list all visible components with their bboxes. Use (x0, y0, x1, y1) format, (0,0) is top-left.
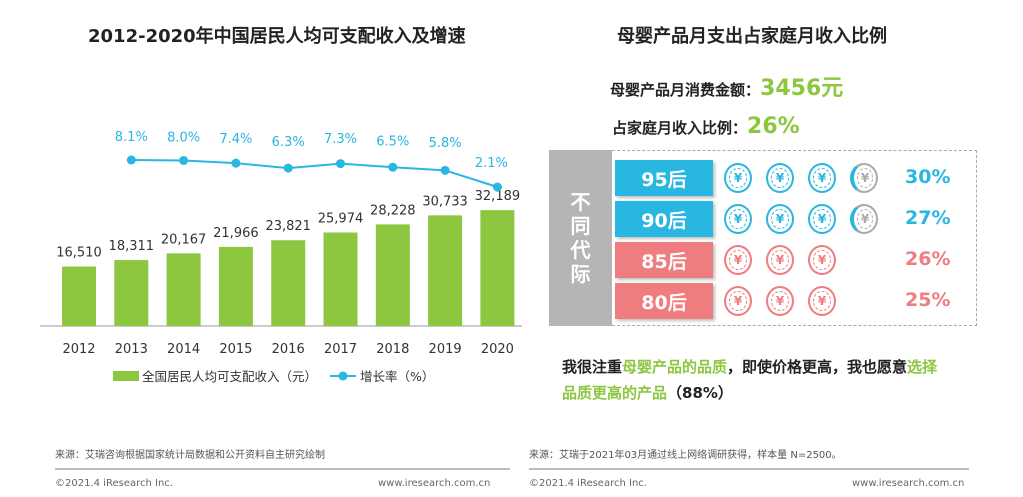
x-tick-label: 2014 (167, 342, 200, 357)
legend-line-label: 增长率（%） (360, 369, 434, 384)
growth-point (231, 158, 241, 168)
x-tick-label: 2012 (62, 342, 95, 357)
bar (323, 232, 358, 326)
ratio-value: 26% (747, 114, 800, 139)
left-divider (55, 468, 510, 470)
coin-icon: ¥ (808, 286, 836, 316)
bar (114, 260, 149, 326)
bar-label: 21,966 (213, 226, 259, 241)
note-text: ，即使价格更高，我也愿意 (727, 358, 908, 376)
legend-bar-label: 全国居民人均可支配收入（元） (142, 369, 317, 384)
spend-value: 3456元 (760, 76, 844, 101)
bar-label: 30,733 (422, 194, 468, 209)
growth-label: 2.1% (475, 156, 508, 171)
spend-label: 母婴产品月消费金额： (610, 81, 761, 99)
coin-icon: ¥ (850, 163, 878, 193)
note-highlight: 品质更高的产品 (562, 384, 668, 402)
note-highlight: 母婴产品的品质 (622, 358, 728, 376)
bar (480, 210, 515, 326)
ratio-label: 占家庭月收入比例： (612, 119, 748, 137)
growth-label: 7.4% (219, 132, 252, 147)
coin-icon: ¥ (850, 204, 878, 234)
bar-label: 16,510 (56, 246, 102, 261)
bar (375, 224, 410, 326)
growth-label: 8.0% (167, 130, 200, 145)
growth-label: 6.5% (376, 134, 409, 149)
income-chart: 16,510 2012 18,311 2013 20,167 2014 21,966 2015… (40, 130, 522, 384)
growth-label: 7.3% (324, 132, 357, 147)
coin-icon: ¥ (766, 163, 794, 193)
note-highlight: 选择 (907, 358, 938, 376)
coin-icon: ¥ (766, 245, 794, 275)
right-divider (529, 468, 969, 470)
coin-icon: ¥ (724, 245, 752, 275)
generation-percent: 25% (905, 289, 951, 311)
left-copyright: ©2021.4 iResearch Inc. (55, 478, 173, 489)
x-tick-label: 2017 (324, 342, 357, 357)
growth-point (492, 182, 502, 192)
generation-percent: 27% (905, 207, 951, 229)
growth-point (179, 155, 189, 165)
x-tick-label: 2015 (219, 342, 252, 357)
generation-box (612, 150, 977, 326)
note-percent: （88%） (667, 384, 733, 402)
generation-tag: 85后 (615, 242, 713, 278)
coin-icon: ¥ (808, 204, 836, 234)
legend-bar-swatch (113, 371, 139, 381)
ratio-line: 占家庭月收入比例： 26% (612, 114, 800, 139)
coin-icon: ¥ (808, 245, 836, 275)
bar-label: 20,167 (161, 232, 207, 247)
bar-label: 28,228 (370, 203, 416, 218)
bar-label: 23,821 (265, 219, 311, 234)
generation-panel: 不同代际 (549, 150, 612, 326)
growth-point (336, 159, 345, 169)
growth-point (283, 163, 293, 173)
bar (428, 215, 463, 326)
quality-note: 我很注重母婴产品的品质，即使价格更高，我也愿意选择品质更高的产品（88%） (562, 354, 982, 406)
right-website[interactable]: www.iresearch.com.cn (852, 478, 965, 489)
growth-line (131, 159, 498, 188)
growth-label: 6.3% (272, 135, 305, 150)
legend-line-marker (338, 371, 348, 381)
note-text: 我很注重 (562, 358, 623, 376)
generation-percent: 30% (905, 166, 951, 188)
x-tick-label: 2013 (115, 342, 148, 357)
bar-label: 32,189 (475, 189, 521, 204)
coin-icon: ¥ (808, 163, 836, 193)
generation-label: 不同代际 (570, 190, 591, 286)
coin-icon: ¥ (724, 286, 752, 316)
right-copyright: ©2021.4 iResearch Inc. (529, 478, 647, 489)
bar (166, 253, 201, 326)
bar (218, 246, 253, 326)
x-tick-label: 2019 (429, 342, 462, 357)
generation-percent: 26% (905, 248, 951, 270)
x-tick-label: 2016 (272, 342, 305, 357)
bar (62, 266, 96, 326)
right-source: 来源：艾瑞于2021年03月通过线上网络调研获得，样本量 N=2500。 (529, 450, 842, 461)
x-tick-label: 2020 (481, 342, 514, 357)
growth-point (440, 165, 450, 175)
left-chart-title: 2012-2020年中国居民人均可支配收入及增速 (88, 26, 466, 47)
coin-icon: ¥ (724, 163, 752, 193)
growth-point (126, 155, 136, 165)
bar-label: 18,311 (109, 239, 155, 254)
left-source: 来源：艾瑞咨询根据国家统计局数据和公开资料自主研究绘制 (55, 450, 325, 461)
coin-icon: ¥ (766, 204, 794, 234)
coin-icon: ¥ (766, 286, 794, 316)
bar (271, 240, 306, 326)
generation-tag: 90后 (615, 201, 713, 237)
generation-tag: 80后 (615, 283, 713, 319)
bar-label: 25,974 (318, 211, 364, 226)
right-title: 母婴产品月支出占家庭月收入比例 (617, 26, 887, 47)
x-tick-label: 2018 (376, 342, 409, 357)
growth-label: 8.1% (115, 130, 148, 145)
left-website[interactable]: www.iresearch.com.cn (378, 478, 491, 489)
growth-label: 5.8% (429, 136, 462, 151)
coin-icon: ¥ (724, 204, 752, 234)
growth-point (388, 162, 398, 172)
spend-line: 母婴产品月消费金额： 3456元 (610, 70, 843, 102)
generation-tag: 95后 (615, 160, 713, 196)
